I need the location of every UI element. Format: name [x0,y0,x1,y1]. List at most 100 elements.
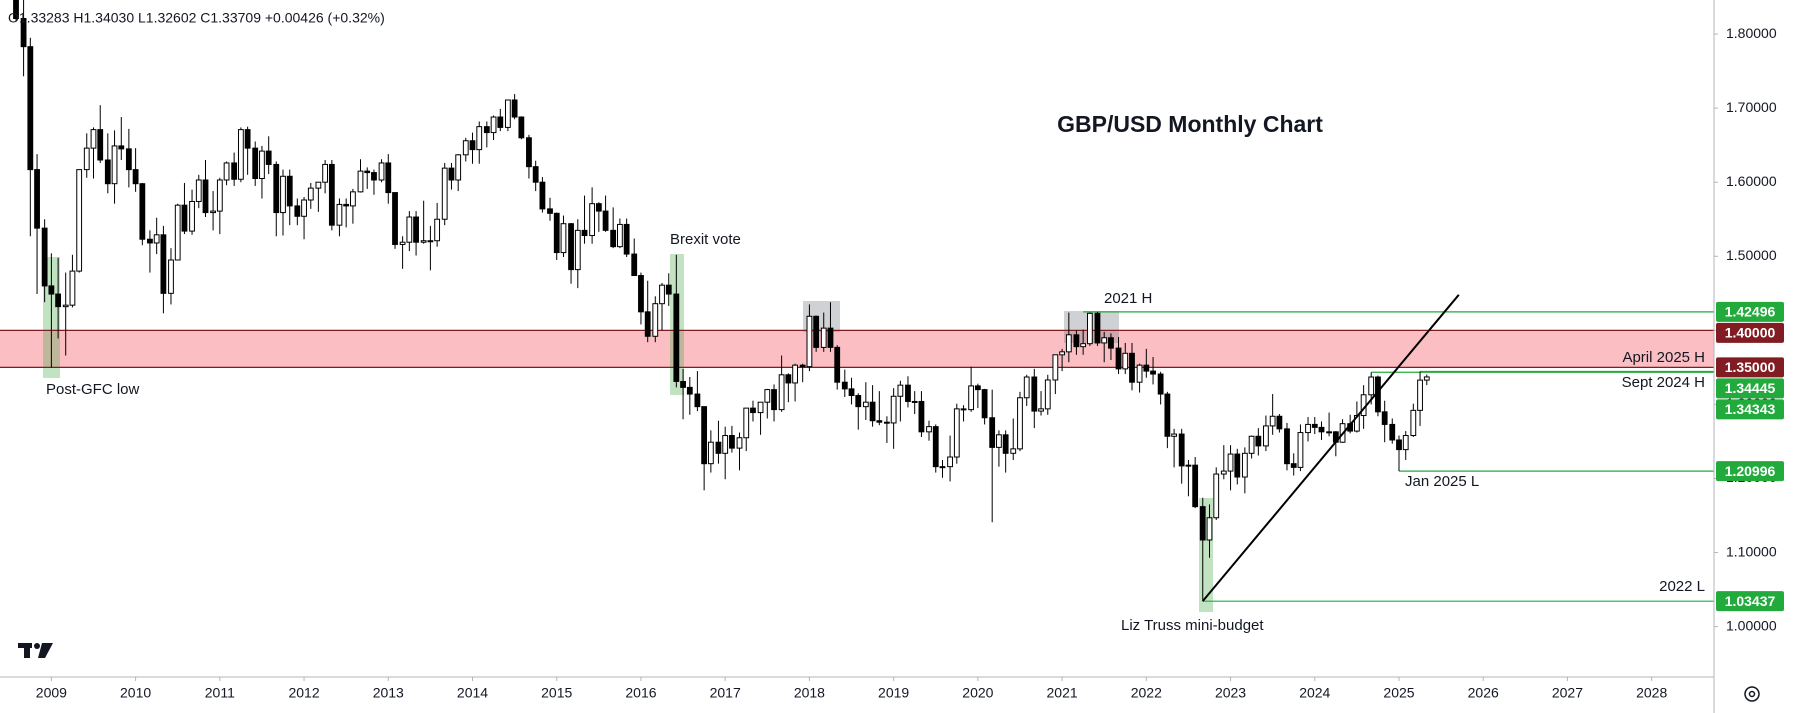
x-tick-label: 2010 [120,685,151,701]
x-tick-label: 2012 [288,685,319,701]
candle-body [252,147,259,180]
gear-inner[interactable] [1748,690,1756,698]
candle-body [834,346,841,383]
x-tick-label: 2023 [1215,685,1246,701]
level-note: 2021 H [1104,290,1152,307]
candle-body [118,145,125,150]
candle-body [210,210,216,214]
candle-body [399,241,406,245]
candle-body [862,401,869,408]
candle-body [1381,411,1388,425]
candle-body [1044,379,1051,410]
candle-body [974,385,981,391]
candle-body [652,303,659,337]
price-label: 1.35000 [1725,359,1776,375]
candle-body [1276,415,1283,430]
candle-body [1122,352,1129,370]
candle-body [568,223,574,271]
candle-body [455,154,462,181]
candle-body [547,208,553,214]
candle-body [617,223,623,248]
candle-body [595,203,602,212]
candle-body [434,218,441,242]
candle-body [989,417,996,448]
candle-body [526,137,532,168]
candle-body [638,275,644,313]
candle-body [1065,334,1072,353]
candle-body [1297,432,1304,468]
candle-body [315,181,322,189]
candle-body [62,304,69,308]
candle-body [729,435,735,449]
candle-body [286,175,293,207]
candle-body [160,234,167,294]
candle-body [1199,506,1206,541]
candle-body [553,212,560,254]
candle-body [848,388,855,397]
candle-body [1284,428,1290,465]
price-label-box [1716,461,1784,482]
candle-body [1038,408,1044,412]
candle-body [27,46,34,171]
candle-body [560,223,567,254]
candle-body [1227,453,1234,472]
candle-body [216,179,223,212]
candle-body [104,159,111,185]
candle-body [168,259,174,294]
candle-body [981,389,988,419]
y-tick-label: 1.00000 [1726,617,1777,633]
candle-body [841,381,848,390]
candle-body [631,253,638,277]
candle-body [960,408,967,411]
candle-body [785,374,792,384]
ohlc-header: O1.33283 H1.34030 L1.32602 C1.33709 +0.0… [8,10,385,26]
candle-body [602,210,609,231]
candle-body [918,400,925,433]
note-layer: GBP/USD Monthly Chart O1.33283 H1.34030 … [8,10,1705,634]
candle-body [610,229,617,248]
candle-body [307,187,314,201]
candle-body [813,315,820,348]
candle-body [41,227,48,287]
candle-body [153,234,160,244]
candle-body [1059,351,1065,356]
candle-body [764,389,771,403]
candle-body [905,384,911,402]
candle-body [680,380,686,388]
resistance-zone [0,330,1714,368]
gear-outer[interactable] [1744,686,1760,702]
candle-body [1396,439,1402,451]
candle-body [1269,415,1276,427]
x-tick-label: 2013 [373,685,404,701]
level-note: 2022 L [1659,578,1705,595]
annotation: Brexit vote [670,231,741,248]
candle-body [392,192,398,245]
candle-body [1164,393,1171,437]
x-tick-label: 2025 [1383,685,1414,701]
candle-body [1094,312,1101,344]
candle-body [69,270,76,306]
candle-body [1171,433,1178,437]
candle-body [778,374,785,411]
candle-body [111,145,118,185]
settings-icon[interactable] [1744,686,1760,702]
candle-body [827,327,834,348]
candle-body [799,364,806,368]
candle-body [1115,347,1122,370]
candle-body [1017,397,1023,450]
candle-body [189,200,195,232]
candle-body [195,179,202,202]
candle-body [1080,343,1087,348]
candle-body [1086,312,1093,345]
candle-body [413,216,419,243]
candle-body [589,203,596,237]
candle-body [939,466,946,469]
candle-body [48,285,55,295]
candle-layer [13,0,1430,602]
candle-body [1248,435,1255,454]
candle-body [483,126,490,134]
candle-body [371,172,377,181]
candle-body [1326,431,1332,434]
